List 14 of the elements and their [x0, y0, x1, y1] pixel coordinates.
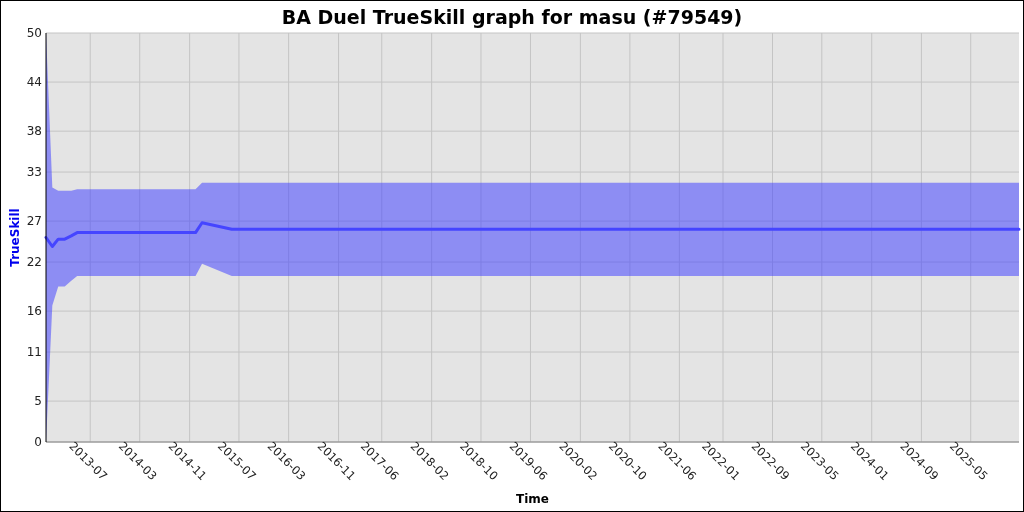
y-tick-label: 44	[26, 75, 42, 90]
y-tick-label: 22	[26, 255, 42, 270]
y-tick-label: 5	[34, 394, 42, 409]
chart-title: BA Duel TrueSkill graph for masu (#79549)	[281, 6, 743, 28]
x-axis-title: Time	[516, 492, 549, 506]
y-tick-label: 27	[26, 214, 42, 229]
y-tick-label: 50	[26, 26, 42, 40]
y-tick-label: 33	[26, 165, 42, 180]
y-tick-label: 11	[26, 345, 42, 360]
y-tick-label: 38	[26, 124, 42, 139]
y-axis-title: TrueSkill	[8, 208, 22, 267]
y-tick-label: 0	[34, 435, 42, 449]
line-series	[44, 221, 1021, 248]
y-tick-label: 16	[26, 304, 42, 319]
